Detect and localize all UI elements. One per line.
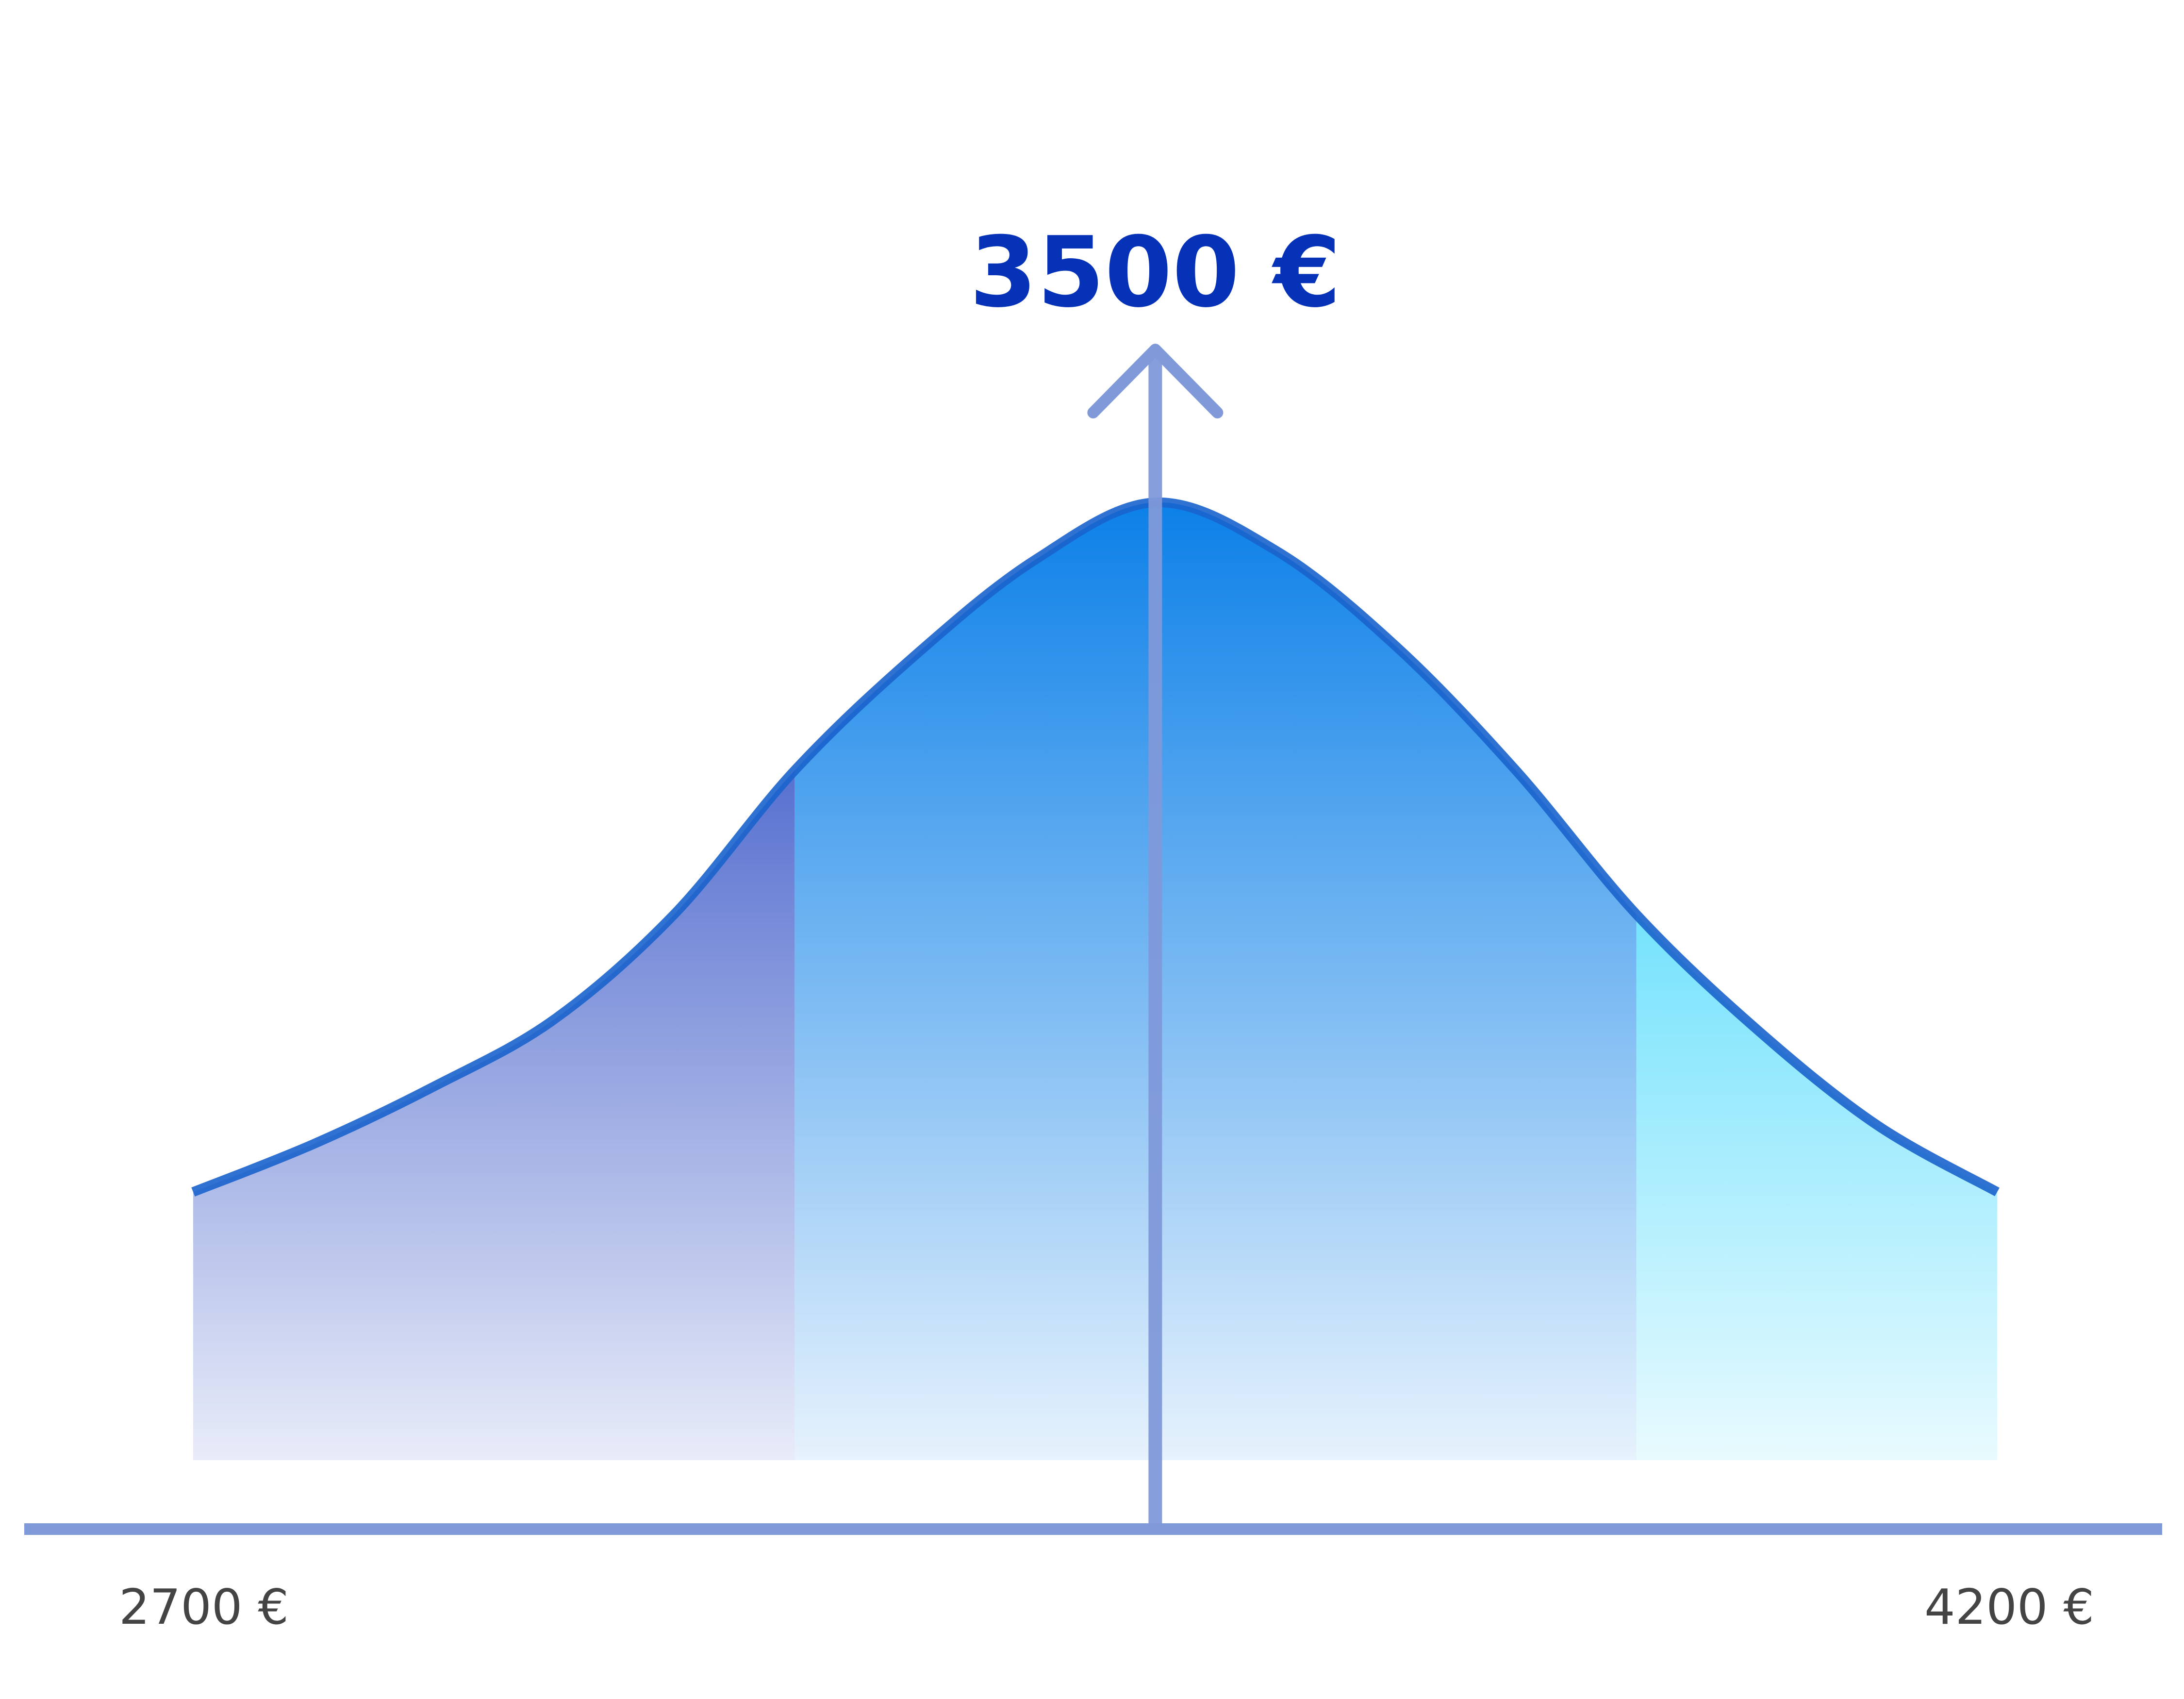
x-tick-label-max: 4200 € <box>1924 1579 2094 1635</box>
lower-segment-area <box>193 502 794 1460</box>
upper-segment-area <box>1636 502 1997 1460</box>
median-value-label: 3500 € <box>970 216 1341 329</box>
median-arrow-head <box>1087 344 1224 418</box>
x-tick-label-min: 2700 € <box>119 1579 289 1635</box>
middle-segment-area <box>794 502 1637 1460</box>
distribution-curve <box>191 497 2000 1197</box>
